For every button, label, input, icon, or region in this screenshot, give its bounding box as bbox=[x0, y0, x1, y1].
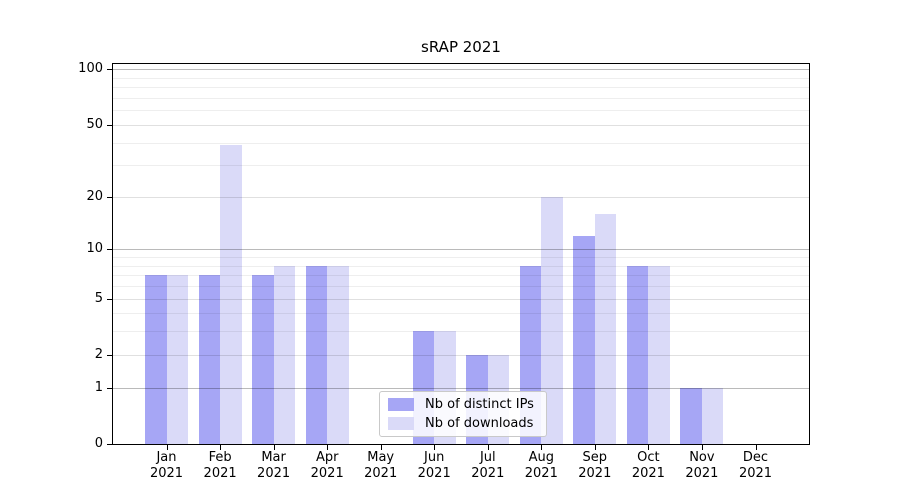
y-tick-mark bbox=[107, 196, 112, 198]
y-tick-label-1: 1 bbox=[94, 379, 103, 395]
x-tick-label-may: May 2021 bbox=[364, 450, 398, 481]
bar-ips-sep bbox=[573, 235, 595, 444]
y-tick-mark bbox=[107, 249, 112, 251]
legend: Nb of distinct IPs Nb of downloads bbox=[379, 391, 547, 437]
legend-item-distinct-ips: Nb of distinct IPs bbox=[388, 397, 538, 412]
bar-ips-apr bbox=[305, 265, 328, 444]
x-tick-label-oct: Oct 2021 bbox=[631, 450, 665, 481]
bar-downloads-feb bbox=[220, 144, 242, 444]
gridline-60 bbox=[113, 110, 809, 112]
x-tick-mark bbox=[648, 445, 650, 450]
x-tick-mark bbox=[327, 445, 329, 450]
bar-downloads-nov bbox=[701, 387, 724, 444]
legend-label-downloads: Nb of downloads bbox=[425, 415, 534, 431]
x-tick-mark bbox=[166, 445, 168, 450]
y-tick-label-10: 10 bbox=[86, 241, 103, 257]
bar-downloads-aug bbox=[541, 196, 563, 444]
bar-ips-feb bbox=[198, 275, 221, 444]
y-tick-mark bbox=[107, 354, 112, 356]
chart-title: sRAP 2021 bbox=[421, 38, 501, 56]
plot-area: Nb of distinct IPs Nb of downloads bbox=[112, 63, 810, 445]
bar-downloads-jan bbox=[166, 275, 188, 444]
x-tick-mark bbox=[594, 445, 596, 450]
bar-downloads-apr bbox=[327, 265, 349, 444]
y-tick-label-50: 50 bbox=[86, 116, 103, 132]
legend-label-distinct-ips: Nb of distinct IPs bbox=[425, 397, 534, 413]
gridline-8 bbox=[113, 265, 809, 267]
x-tick-label-feb: Feb 2021 bbox=[203, 450, 237, 481]
x-tick-mark bbox=[755, 445, 757, 450]
gridline-80 bbox=[113, 87, 809, 89]
x-tick-label-aug: Aug 2021 bbox=[524, 450, 558, 481]
x-tick-label-dec: Dec 2021 bbox=[738, 450, 773, 481]
gridline-100 bbox=[113, 69, 809, 71]
gridline-20 bbox=[113, 196, 809, 198]
x-tick-label-apr: Apr 2021 bbox=[310, 450, 344, 481]
y-tick-label-20: 20 bbox=[86, 188, 103, 204]
bar-downloads-sep bbox=[594, 214, 617, 444]
gridline-50 bbox=[113, 124, 809, 126]
y-tick-label-5: 5 bbox=[94, 290, 103, 306]
y-tick-mark bbox=[107, 444, 112, 445]
x-tick-mark bbox=[434, 445, 436, 450]
legend-item-downloads: Nb of downloads bbox=[388, 416, 538, 431]
x-tick-mark bbox=[487, 445, 489, 450]
y-tick-label-0: 0 bbox=[94, 436, 103, 451]
bar-ips-jan bbox=[145, 275, 167, 444]
x-tick-label-jun: Jun 2021 bbox=[417, 450, 451, 481]
y-tick-mark bbox=[107, 124, 112, 126]
x-tick-mark bbox=[220, 445, 222, 450]
x-tick-label-mar: Mar 2021 bbox=[257, 450, 291, 481]
legend-swatch-distinct-ips-icon bbox=[388, 398, 414, 412]
y-tick-mark bbox=[107, 298, 112, 300]
x-tick-mark bbox=[273, 445, 275, 450]
bar-ips-nov bbox=[680, 387, 702, 444]
gridline-9 bbox=[113, 257, 809, 259]
x-tick-mark bbox=[701, 445, 703, 450]
bar-ips-mar bbox=[252, 275, 274, 444]
bar-downloads-mar bbox=[273, 265, 296, 444]
y-tick-mark bbox=[107, 69, 112, 71]
x-tick-label-jul: Jul 2021 bbox=[471, 450, 505, 481]
gridline-40 bbox=[113, 142, 809, 144]
gridline-30 bbox=[113, 165, 809, 167]
y-tick-label-100: 100 bbox=[78, 61, 103, 77]
x-tick-mark bbox=[380, 445, 382, 450]
gridline-90 bbox=[113, 77, 809, 79]
gridline-10 bbox=[113, 249, 809, 251]
x-tick-label-sep: Sep 2021 bbox=[578, 450, 612, 481]
x-tick-label-nov: Nov 2021 bbox=[685, 450, 719, 481]
x-tick-label-jan: Jan 2021 bbox=[149, 450, 184, 481]
y-tick-mark bbox=[107, 387, 112, 389]
x-tick-mark bbox=[541, 445, 543, 450]
y-tick-label-2: 2 bbox=[94, 346, 103, 362]
legend-swatch-downloads-icon bbox=[388, 416, 414, 430]
bar-downloads-oct bbox=[648, 265, 670, 444]
bar-ips-oct bbox=[626, 265, 649, 444]
gridline-70 bbox=[113, 97, 809, 99]
